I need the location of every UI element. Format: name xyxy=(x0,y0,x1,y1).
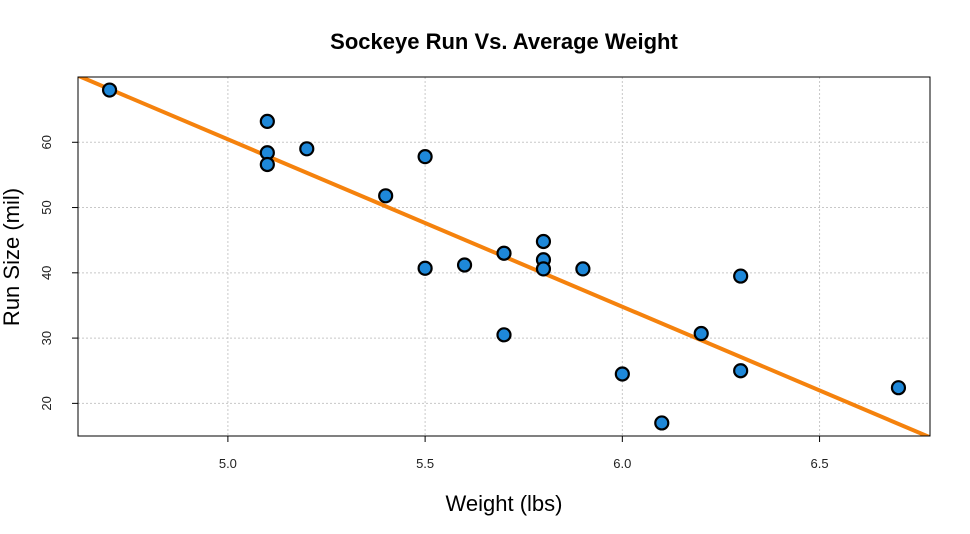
x-axis: 5.0 5.5 6.0 6.5 xyxy=(219,436,829,471)
y-tick-label: 50 xyxy=(39,200,54,214)
x-tick-label: 6.5 xyxy=(811,456,829,471)
data-point-6 xyxy=(417,149,433,165)
data-point-11 xyxy=(535,233,552,250)
data-point-13 xyxy=(535,261,552,277)
data-point-16 xyxy=(654,415,670,431)
y-tick-label: 30 xyxy=(39,331,54,345)
y-tick-label: 60 xyxy=(39,135,54,149)
data-point-17 xyxy=(693,325,709,342)
y-axis-title: Run Size (mil) xyxy=(0,188,24,326)
data-point-1 xyxy=(259,113,275,129)
x-tick-label: 5.5 xyxy=(416,456,434,471)
chart-title: Sockeye Run Vs. Average Weight xyxy=(330,29,678,54)
y-tick-label: 20 xyxy=(39,396,54,410)
data-point-14 xyxy=(575,261,591,277)
data-point-20 xyxy=(890,380,907,396)
x-tick-label: 6.0 xyxy=(613,456,631,471)
data-point-19 xyxy=(733,363,749,379)
data-point-4 xyxy=(299,141,315,157)
plot-border xyxy=(77,76,931,437)
x-axis-title: Weight (lbs) xyxy=(446,491,563,516)
y-tick-label: 40 xyxy=(39,266,54,280)
data-point-9 xyxy=(496,245,512,261)
data-point-18 xyxy=(733,268,749,284)
x-tick-label: 5.0 xyxy=(219,456,237,471)
data-point-15 xyxy=(614,366,630,382)
data-point-7 xyxy=(417,260,433,276)
data-point-5 xyxy=(378,188,394,204)
y-axis: 20 30 40 50 60 xyxy=(39,135,78,411)
grid xyxy=(78,77,930,436)
data-point-10 xyxy=(496,327,512,343)
data-point-0 xyxy=(101,82,118,98)
data-point-3 xyxy=(259,156,275,173)
data-point-8 xyxy=(456,257,473,273)
data-points xyxy=(101,82,907,431)
